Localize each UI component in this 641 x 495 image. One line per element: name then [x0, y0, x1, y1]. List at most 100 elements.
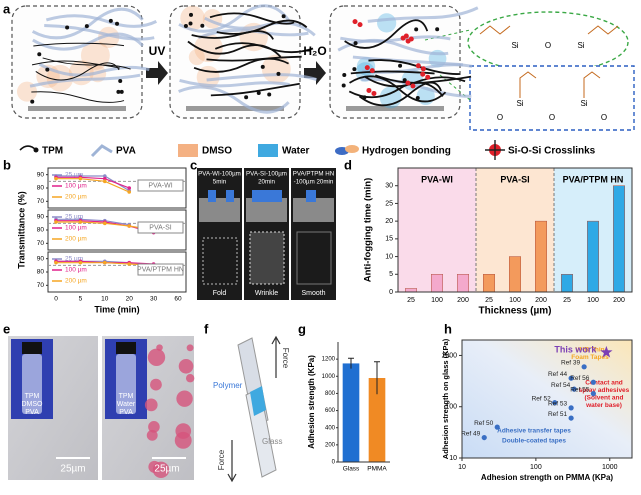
vial-label: TPM: [119, 393, 134, 400]
force-arrow: [271, 335, 281, 378]
vial-label: TPM: [25, 393, 40, 400]
tpm-end: [415, 96, 420, 101]
vial-cap: [116, 342, 136, 354]
pva-chain: [29, 73, 141, 88]
crosslink: [425, 74, 431, 80]
y-axis-label: Transmittance (%): [16, 191, 26, 269]
tpm-chain: [33, 42, 125, 47]
point-label: Ref 44: [548, 371, 568, 378]
subplot-label: PVA-SI: [149, 224, 171, 231]
tpm-chain: [35, 62, 120, 81]
x-tick-label: 20: [126, 296, 134, 303]
pva-icon: [90, 144, 113, 158]
arrow-label: UV: [149, 44, 166, 58]
arrow-label: H₂O: [303, 44, 326, 58]
legend-label: DMSO: [202, 146, 232, 157]
dmso-blob: [194, 33, 223, 63]
bar: [457, 274, 469, 293]
tpm-end: [30, 99, 35, 104]
tpm-end: [119, 89, 124, 94]
point: [568, 405, 574, 411]
x-tick-label: 100: [431, 297, 443, 304]
x-axis-label: Time (min): [94, 304, 139, 314]
tpm-end: [188, 21, 193, 26]
point: [127, 190, 131, 194]
y-tick-label: 1200: [322, 357, 336, 363]
tpm-end: [116, 89, 121, 94]
photo-caption: Fold: [213, 290, 227, 297]
force-label: Force: [217, 449, 226, 470]
crosslink: [405, 38, 411, 44]
arrow: [146, 61, 168, 85]
pva-chain: [31, 7, 144, 40]
tpm-end: [342, 72, 347, 77]
chem-atom: O: [601, 113, 607, 122]
tpm-end: [353, 41, 358, 46]
tpm-end: [45, 67, 50, 72]
legend-label: Hydrogen bonding: [362, 146, 451, 157]
y-tick-label: 70: [37, 282, 45, 289]
bar: [509, 256, 521, 293]
y-tick-label: 90: [37, 171, 45, 178]
plot-frame: [397, 167, 633, 293]
droplet: [156, 344, 163, 351]
photo-title: 5min: [213, 179, 227, 186]
force-label: Force: [281, 348, 290, 369]
tpm-end: [84, 24, 89, 29]
legend-label: 25 µm: [65, 214, 83, 221]
x-tick-label: 200: [613, 297, 625, 304]
plot-background: [462, 340, 632, 458]
legend-label: 25 µm: [65, 172, 83, 179]
vial-label: PVA: [25, 409, 39, 416]
substrate: [28, 106, 126, 111]
tpm-end: [260, 64, 265, 69]
x-axis-label: Thickness (µm): [478, 306, 551, 317]
chem-atom: Si: [516, 99, 523, 108]
point: [568, 375, 574, 381]
bar: [342, 363, 360, 462]
group-band: [398, 168, 476, 292]
panel-label: c: [190, 157, 197, 172]
point: [78, 260, 83, 265]
x-tick-label: 25: [485, 297, 493, 304]
point: [581, 364, 587, 370]
tpm-chain: [358, 81, 442, 107]
y-tick-label: 20: [385, 218, 393, 225]
error-bar: [348, 357, 354, 369]
region-label: (Solvent and: [584, 395, 623, 402]
glass-label: Glass: [262, 437, 282, 446]
region-label: water base): [585, 402, 622, 409]
pva-chain: [45, 14, 158, 28]
chem-atom: O: [497, 113, 503, 122]
bar: [587, 220, 599, 293]
photo: [291, 168, 336, 300]
dmso-blob: [98, 26, 120, 48]
tpm-end: [414, 27, 419, 32]
crosslink: [352, 19, 358, 25]
y-tick-label: 0: [389, 289, 393, 296]
pva-chain: [44, 23, 155, 41]
tpm-end: [200, 23, 205, 28]
y-tick-label: 10: [449, 455, 457, 462]
panel-label: e: [3, 321, 10, 336]
point: [568, 415, 574, 421]
vial: [22, 354, 42, 414]
film-outline: [249, 231, 285, 285]
vial: [116, 354, 136, 414]
y-tick-label: 1000: [322, 374, 336, 380]
droplet: [152, 461, 170, 479]
panel-label: a: [3, 1, 11, 16]
subplot-label: PVA/PTPM HN: [137, 266, 184, 273]
droplet: [144, 398, 158, 412]
tpm-chain: [193, 57, 289, 73]
x-tick-label: 25: [563, 297, 571, 304]
film-outline: [202, 237, 238, 285]
photo: [197, 168, 242, 300]
tpm-end: [435, 27, 440, 32]
point: [103, 179, 107, 184]
subplot-label-box: [137, 221, 184, 234]
arrow: [304, 61, 326, 85]
point-label: Ref 49: [461, 430, 481, 437]
chem-atom: Si: [580, 99, 587, 108]
